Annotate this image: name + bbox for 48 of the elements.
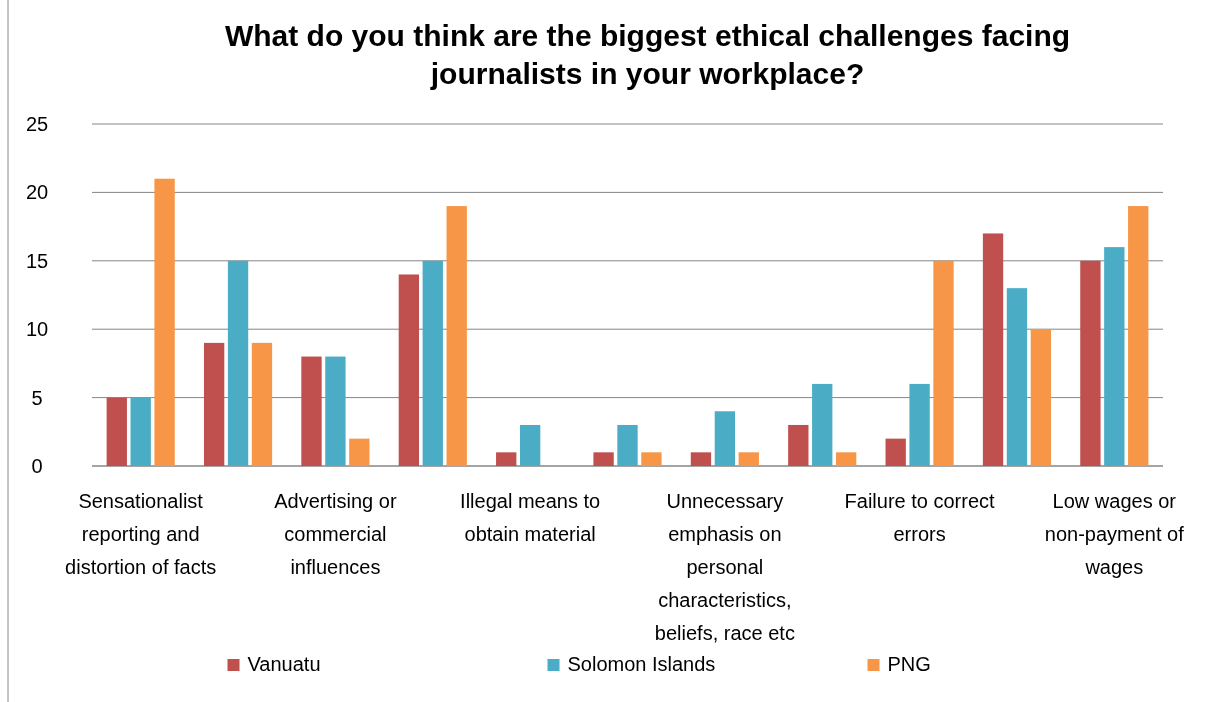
bar — [714, 411, 736, 466]
x-tick-label: Unnecessary emphasis on personal characteristics, beliefs, race etc — [654, 490, 795, 644]
bar — [982, 233, 1004, 466]
legend-label: Solomon Islands — [567, 653, 716, 675]
bar — [301, 356, 322, 466]
bar — [1128, 206, 1149, 466]
bar — [593, 452, 614, 466]
bar — [154, 178, 175, 466]
bar — [251, 342, 273, 466]
bar — [496, 452, 517, 466]
bar — [446, 206, 467, 466]
chart-title: What do you think are the biggest ethical challenges facing journalists in your workplace? — [224, 19, 1071, 90]
legend-label: PNG — [887, 653, 931, 675]
bar — [130, 397, 151, 466]
bar — [106, 397, 127, 466]
bar — [1006, 288, 1028, 466]
bar — [398, 274, 420, 466]
bar — [690, 452, 712, 466]
bar — [349, 438, 370, 466]
bar — [909, 383, 930, 466]
bar — [812, 383, 833, 466]
bar — [835, 452, 857, 466]
x-tick-label: Advertising or commercial influences — [274, 490, 397, 578]
bar — [738, 452, 759, 466]
bar — [1104, 247, 1125, 466]
bar — [325, 356, 346, 466]
y-tick-label: 25 — [25, 113, 49, 135]
bar — [1080, 260, 1101, 466]
bar — [422, 260, 443, 466]
x-tick-label: Illegal means to obtain material — [460, 490, 601, 545]
bar — [933, 260, 954, 466]
y-tick-label: 20 — [25, 181, 49, 204]
legend-label: Vanuatu — [247, 653, 321, 675]
x-tick-label: Sensationalist reporting and distortion of facts — [65, 490, 217, 578]
x-tick-label: Low wages or non-payment of wages — [1044, 490, 1185, 578]
bar — [203, 342, 225, 466]
x-tick-label: Failure to correct errors — [844, 490, 996, 545]
bar — [1030, 329, 1052, 466]
y-tick-label: 15 — [25, 249, 49, 272]
bar — [788, 424, 809, 466]
y-tick-label: 10 — [25, 318, 49, 341]
bar — [519, 424, 541, 466]
bar — [227, 260, 249, 466]
y-tick-label: 0 — [31, 455, 43, 477]
bar — [885, 438, 906, 466]
y-tick-label: 5 — [31, 386, 43, 409]
bar — [641, 452, 662, 466]
bar — [617, 424, 638, 466]
